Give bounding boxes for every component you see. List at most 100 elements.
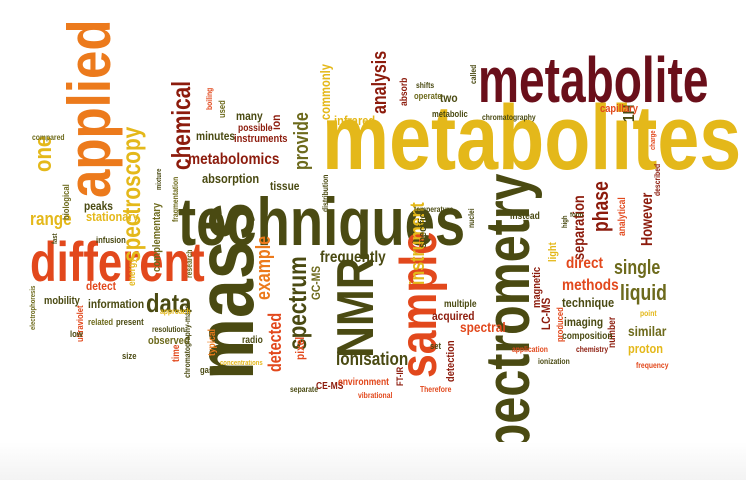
- word-mobility: mobility: [44, 295, 80, 307]
- word-multiple: multiple: [444, 299, 477, 310]
- word-liquid: liquid: [620, 280, 667, 305]
- word-shifts: shifts: [416, 81, 435, 90]
- word-low: low: [70, 329, 83, 339]
- word-chromatography: chromatography: [482, 113, 536, 122]
- word-radio: radio: [242, 335, 263, 346]
- word-analysis: analysis: [369, 50, 391, 114]
- word-separate: separate: [290, 385, 318, 394]
- word-charge: charge: [650, 130, 657, 150]
- word-detection: detection: [445, 340, 457, 382]
- word-nmr: NMR: [327, 257, 385, 358]
- word-composition: composition: [562, 331, 613, 342]
- word-example: example: [253, 235, 275, 300]
- word-provide: provide: [291, 112, 313, 170]
- word-however: However: [639, 192, 656, 246]
- word-techniques: techniques: [178, 184, 466, 260]
- word-many: many: [236, 109, 263, 123]
- word-produced: produced: [555, 307, 565, 342]
- word-typical: typical: [207, 329, 218, 356]
- word-technique: technique: [562, 295, 615, 310]
- word-absorb: absorb: [399, 77, 410, 106]
- word-absorption: absorption: [202, 171, 260, 186]
- word-observed: observed: [148, 335, 190, 347]
- word-instruments: instruments: [234, 133, 288, 145]
- word-set: set: [430, 341, 442, 351]
- word-frequently: frequently: [320, 249, 386, 266]
- word-separation: separation: [571, 195, 588, 260]
- word-high: high: [562, 215, 569, 228]
- word-instead: instead: [510, 211, 540, 222]
- word-capillary: capillary: [600, 103, 638, 115]
- word-metabolomics: metabolomics: [188, 151, 280, 168]
- word-environment: environment: [338, 377, 390, 388]
- word-fast: fast: [52, 233, 59, 244]
- word-detected: detected: [265, 312, 285, 372]
- word-gas: gas: [200, 365, 214, 375]
- word-fragmentation: fragmentation: [171, 176, 180, 222]
- word-size: size: [122, 351, 137, 361]
- word-frequency: frequency: [636, 361, 669, 370]
- word-cems: CE-MS: [316, 381, 344, 392]
- word-approach: approach: [160, 307, 191, 316]
- word-ionization: ionization: [538, 357, 570, 366]
- word-ionisation: ionisation: [336, 349, 409, 369]
- word-described: described: [653, 163, 662, 196]
- word-infusion: infusion: [96, 235, 126, 245]
- word-temperature: temperature: [414, 205, 454, 214]
- word-research: research: [185, 249, 194, 278]
- word-tissue: tissue: [270, 179, 300, 193]
- word-chemistry: chemistry: [576, 345, 609, 354]
- word-different: different: [30, 230, 205, 293]
- word-distribution: distribution: [321, 174, 330, 212]
- word-operate: operate: [414, 91, 442, 101]
- word-similar: similar: [628, 323, 667, 339]
- word-vibrational: vibrational: [358, 391, 393, 400]
- word-two: two: [440, 91, 458, 105]
- word-stationary: stationary: [86, 209, 139, 224]
- word-complementary: complementary: [151, 202, 163, 272]
- word-gcms: GC-MS: [309, 266, 323, 300]
- word-biological: biological: [61, 184, 71, 220]
- word-nuclei: nuclei: [467, 208, 476, 228]
- word-ion: ion: [269, 114, 283, 130]
- word-electrophoresis: electrophoresis: [30, 285, 37, 330]
- word-imaging: imaging: [564, 315, 604, 329]
- bottom-shade: [0, 442, 746, 480]
- word-time: time: [171, 344, 182, 362]
- word-metabolites: metabolites: [322, 87, 742, 189]
- word-phase: phase: [588, 181, 613, 232]
- word-mixture: mixture: [156, 168, 163, 190]
- word-light: light: [547, 242, 559, 262]
- word-single: single: [614, 257, 661, 279]
- word-ftir: FT-IR: [395, 366, 405, 386]
- word-information: information: [88, 297, 145, 311]
- word-magnetic: magnetic: [531, 266, 543, 308]
- word-minutes: minutes: [196, 129, 236, 143]
- word-applied: applied: [56, 19, 123, 198]
- word-acquired: acquired: [432, 309, 475, 323]
- word-energy: energy: [127, 258, 138, 286]
- word-form: form: [570, 212, 584, 219]
- word-detect: detect: [86, 279, 117, 293]
- word-application: application: [512, 345, 548, 354]
- word-direct: direct: [566, 255, 604, 272]
- word-compared: compared: [32, 133, 65, 142]
- word-pixel: pixel: [293, 336, 307, 360]
- word-present: present: [116, 317, 144, 327]
- word-commonly: commonly: [317, 63, 333, 120]
- word-specific: specific: [417, 213, 429, 248]
- word-metabolic: metabolic: [432, 109, 468, 119]
- word-infrared: infrared: [334, 113, 376, 128]
- word-concentrations: concentrations: [220, 360, 263, 367]
- word-proton: proton: [628, 341, 663, 356]
- word-point: point: [640, 309, 657, 318]
- word-peaks: peaks: [84, 199, 113, 213]
- word-analytical: analytical: [617, 197, 628, 236]
- word-resolution: resolution: [152, 325, 185, 334]
- word-possible: possible: [238, 123, 273, 134]
- word-therefore: Therefore: [420, 385, 452, 394]
- word-range: range: [30, 209, 72, 229]
- word-related: related: [88, 317, 114, 327]
- word-spectral: spectral: [460, 319, 506, 335]
